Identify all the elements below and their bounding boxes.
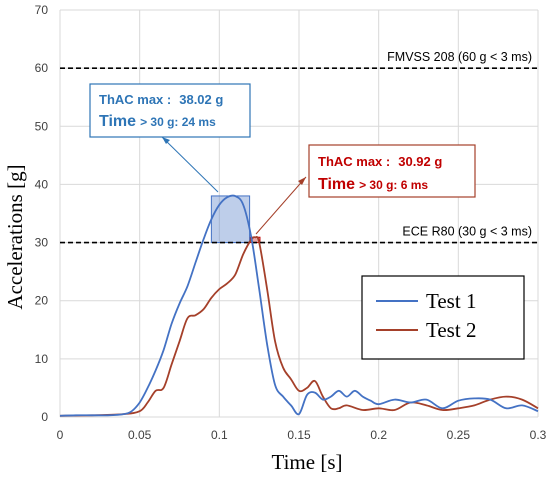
tick-labels: 0 10 20 30 40 50 60 70 0 0.05 0.1 0.15 0.2 0.25 0.3	[35, 3, 547, 442]
legend-label-test2: Test 2	[426, 318, 476, 342]
series-line-test-2	[59, 235, 539, 417]
annotation-test2-arrow	[255, 176, 307, 235]
reference-line-label: FMVSS 208 (60 g < 3 ms)	[387, 50, 532, 64]
annotation-test2: ThAC max : 30.92 g Time > 30 g: 6 ms	[255, 144, 476, 235]
annotation-test1-box	[89, 83, 251, 138]
annotation-test1-time-value: > 30 g: 24 ms	[140, 115, 216, 129]
legend-label-test1: Test 1	[426, 289, 476, 313]
svg-text:Time > 30 g: 24 ms: Time > 30 g: 24 ms	[99, 113, 216, 130]
highlight-region-1	[210, 195, 251, 244]
annotation-test1-time-label: Time	[99, 113, 136, 130]
legend-box	[361, 275, 525, 360]
annotation-test1-max-value: 38.02 g	[179, 92, 223, 107]
y-tick-label: 0	[41, 410, 48, 424]
annotation-test1-max-label: ThAC max :	[99, 92, 171, 107]
annotation-test1-arrow	[161, 136, 219, 193]
annotation-test1: ThAC max : 38.02 g Time > 30 g: 24 ms	[89, 83, 251, 193]
annotation-test2-box	[308, 144, 476, 198]
annotation-test2-time-value: > 30 g: 6 ms	[359, 178, 428, 192]
x-tick-label: 0.2	[370, 428, 387, 442]
annotation-test2-time-label: Time	[318, 176, 355, 193]
x-tick-label: 0.05	[128, 428, 152, 442]
svg-text:ThAC max : 30.92 g: ThAC max : 30.92 g	[318, 153, 442, 170]
y-tick-label: 50	[35, 119, 49, 133]
x-tick-label: 0.15	[287, 428, 311, 442]
svg-text:ThAC max : 38.02 g: ThAC max : 38.02 g	[99, 91, 223, 108]
series-line-test-1	[59, 194, 539, 417]
y-tick-label: 40	[35, 177, 49, 191]
x-tick-label: 0.25	[447, 428, 471, 442]
y-tick-label: 20	[35, 294, 49, 308]
y-tick-label: 70	[35, 3, 49, 17]
series-lines	[59, 194, 539, 417]
svg-text:Time > 30 g: 6 ms: Time > 30 g: 6 ms	[318, 176, 428, 193]
reference-lines: FMVSS 208 (60 g < 3 ms) ECE R80 (30 g < 3…	[60, 50, 538, 244]
highlight-regions	[210, 195, 261, 244]
y-tick-label: 60	[35, 61, 49, 75]
x-axis-title: Time [s]	[272, 450, 343, 474]
reference-line-label: ECE R80 (30 g < 3 ms)	[402, 225, 532, 239]
x-tick-label: 0	[57, 428, 64, 442]
y-tick-label: 10	[35, 352, 49, 366]
y-tick-label: 30	[35, 236, 49, 250]
annotation-test2-max-value: 30.92 g	[398, 154, 442, 169]
y-axis-title: Accelerations [g]	[3, 164, 27, 309]
x-tick-label: 0.1	[211, 428, 228, 442]
x-tick-label: 0.3	[530, 428, 547, 442]
legend: Test 1 Test 2	[361, 275, 525, 360]
annotation-test2-max-label: ThAC max :	[318, 154, 390, 169]
